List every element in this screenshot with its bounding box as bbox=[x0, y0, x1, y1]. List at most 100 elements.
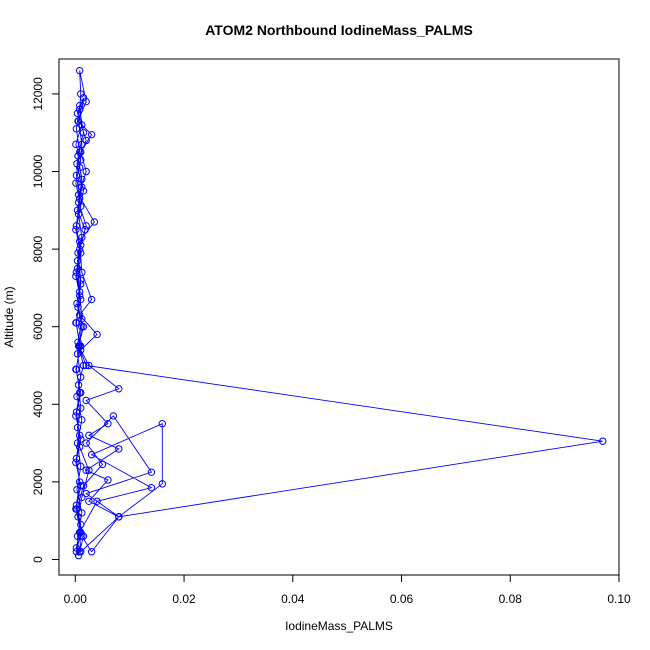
data-point bbox=[77, 342, 85, 350]
y-axis: 0 2000 4000 6000 8000 10000 12000 bbox=[31, 77, 59, 563]
data-point bbox=[73, 257, 82, 265]
data-point bbox=[72, 458, 80, 467]
data-point bbox=[74, 249, 82, 257]
data-point bbox=[73, 423, 82, 432]
data-point bbox=[72, 454, 81, 463]
data-point bbox=[72, 548, 81, 556]
data-point bbox=[85, 431, 93, 440]
x-axis: 0.00 0.02 0.04 0.06 0.08 0.10 bbox=[64, 575, 631, 606]
x-tick-label: 0.00 bbox=[64, 592, 88, 606]
data-point bbox=[93, 330, 101, 339]
data-point bbox=[77, 280, 85, 288]
data-point bbox=[77, 404, 85, 412]
data-point bbox=[98, 460, 107, 469]
y-tick-label: 2000 bbox=[31, 468, 45, 495]
x-tick-label: 0.06 bbox=[390, 592, 414, 606]
data-point bbox=[74, 381, 83, 389]
x-axis-label: IodineMass_PALMS bbox=[285, 619, 393, 633]
data-point bbox=[78, 416, 86, 424]
data-point bbox=[75, 105, 84, 114]
data-point bbox=[87, 451, 96, 459]
data-point bbox=[73, 109, 82, 118]
data-point bbox=[75, 443, 84, 451]
data-point bbox=[77, 241, 85, 249]
data-point bbox=[78, 183, 86, 191]
data-point bbox=[72, 171, 81, 180]
data-point bbox=[81, 226, 89, 234]
data-point bbox=[74, 210, 83, 218]
data-point bbox=[72, 505, 80, 513]
data-point bbox=[72, 140, 80, 149]
data-point bbox=[82, 361, 90, 370]
data-point bbox=[72, 544, 81, 552]
data-point bbox=[75, 194, 84, 203]
data-point bbox=[73, 350, 82, 358]
y-axis-label: Altitude (m) bbox=[2, 286, 16, 347]
x-tick-label: 0.02 bbox=[172, 592, 196, 606]
data-point bbox=[78, 315, 86, 323]
data-point bbox=[75, 478, 84, 486]
data-point bbox=[74, 191, 83, 199]
data-point bbox=[77, 202, 85, 211]
data-point bbox=[72, 272, 80, 280]
data-point bbox=[87, 130, 96, 139]
y-tick-label: 4000 bbox=[31, 391, 45, 418]
data-point bbox=[72, 408, 81, 416]
y-tick-label: 10000 bbox=[31, 155, 45, 189]
data-point bbox=[77, 520, 85, 529]
y-tick-label: 12000 bbox=[31, 77, 45, 111]
data-point bbox=[74, 303, 82, 311]
data-point bbox=[77, 156, 85, 164]
data-point bbox=[93, 497, 101, 505]
y-tick-label: 8000 bbox=[31, 235, 45, 262]
data-point bbox=[79, 129, 88, 137]
data-point bbox=[82, 222, 90, 230]
data-point bbox=[77, 249, 85, 257]
data-point bbox=[77, 482, 85, 490]
data-point bbox=[75, 66, 84, 75]
data-point bbox=[78, 532, 86, 540]
data-point bbox=[77, 373, 85, 381]
data-point bbox=[77, 462, 85, 471]
y-tick-label: 0 bbox=[31, 556, 45, 563]
data-point bbox=[158, 480, 167, 488]
data-point bbox=[78, 121, 86, 129]
data-point bbox=[77, 295, 85, 304]
series-layer bbox=[72, 66, 607, 560]
data-point bbox=[72, 319, 80, 327]
data-point bbox=[75, 288, 84, 296]
x-tick-label: 0.08 bbox=[499, 592, 523, 606]
data-point bbox=[72, 501, 81, 509]
data-point bbox=[79, 482, 88, 490]
data-point bbox=[74, 551, 83, 560]
data-point bbox=[78, 493, 86, 502]
data-point bbox=[85, 361, 93, 370]
plot-frame bbox=[58, 58, 620, 576]
data-point bbox=[598, 437, 607, 445]
data-point bbox=[75, 245, 84, 253]
data-point bbox=[82, 136, 90, 145]
data-point bbox=[75, 237, 84, 246]
data-point bbox=[85, 466, 93, 474]
data-point bbox=[82, 466, 90, 474]
data-point bbox=[78, 323, 86, 331]
data-point bbox=[90, 218, 99, 226]
data-point bbox=[72, 179, 80, 187]
data-point bbox=[115, 513, 123, 521]
series-line bbox=[75, 70, 603, 556]
data-point bbox=[74, 513, 82, 521]
data-point bbox=[73, 299, 81, 308]
data-point bbox=[72, 226, 80, 234]
data-point bbox=[77, 548, 85, 556]
data-point bbox=[72, 365, 80, 374]
data-point bbox=[158, 419, 167, 428]
data-point bbox=[75, 101, 84, 110]
data-point bbox=[115, 445, 123, 453]
data-point bbox=[73, 485, 81, 494]
data-point bbox=[115, 385, 123, 393]
data-point bbox=[74, 198, 83, 207]
x-tick-label: 0.10 bbox=[607, 592, 631, 606]
data-point bbox=[73, 264, 82, 273]
data-point bbox=[87, 295, 96, 304]
